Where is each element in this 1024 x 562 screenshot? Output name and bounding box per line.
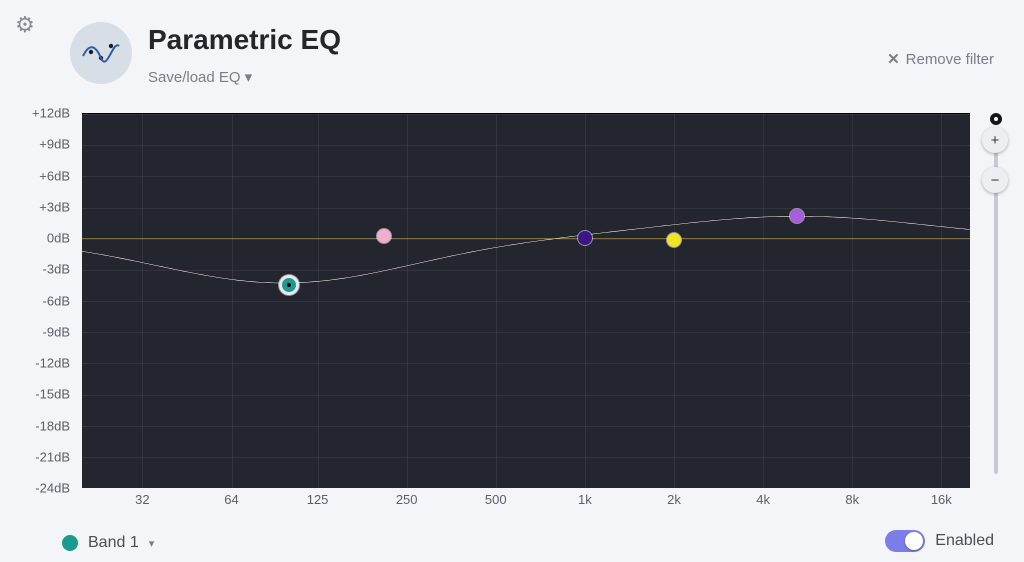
y-axis-tick-label: +6dB bbox=[39, 168, 70, 183]
band-selector-chevron-icon: ▾ bbox=[149, 537, 155, 550]
y-axis-tick-label: +12dB bbox=[32, 106, 70, 121]
grid-line-vertical bbox=[496, 114, 497, 488]
footer-bar: Band 1 ▾ Enabled bbox=[0, 512, 1024, 552]
grid-line-horizontal bbox=[82, 395, 970, 396]
y-axis-tick-label: -3dB bbox=[43, 262, 70, 277]
zoom-out-button[interactable]: − bbox=[982, 167, 1008, 193]
save-load-label: Save/load EQ bbox=[148, 69, 241, 86]
eq-chart: +12dB +9dB +6dB +3dB 0dB -3dB -6dB -9dB -12dB -15… bbox=[20, 113, 1010, 488]
close-icon: ✕ bbox=[887, 50, 900, 68]
x-axis-tick-label: 32 bbox=[135, 492, 149, 507]
grid-line-horizontal bbox=[82, 488, 970, 489]
grid-line-horizontal bbox=[82, 457, 970, 458]
grid-line-horizontal bbox=[82, 145, 970, 146]
enabled-toggle-group: Enabled bbox=[885, 530, 994, 552]
save-load-chevron-icon: ▾ bbox=[245, 68, 253, 86]
x-axis-tick-label: 500 bbox=[485, 492, 507, 507]
x-axis-tick-label: 2k bbox=[667, 492, 681, 507]
grid-line-horizontal bbox=[82, 363, 970, 364]
x-axis-tick-label: 1k bbox=[578, 492, 592, 507]
enabled-toggle-knob bbox=[905, 532, 923, 550]
band-control-point-3[interactable] bbox=[578, 231, 592, 245]
grid-line-horizontal bbox=[82, 426, 970, 427]
grid-line-vertical bbox=[585, 114, 586, 488]
band-control-point-1[interactable] bbox=[279, 275, 299, 295]
grid-line-vertical bbox=[763, 114, 764, 488]
y-axis-tick-label: -21dB bbox=[35, 449, 70, 464]
grid-line-horizontal bbox=[82, 239, 970, 240]
vertical-scale-slider-handle[interactable] bbox=[990, 113, 1002, 125]
y-axis-tick-label: -12dB bbox=[35, 356, 70, 371]
remove-filter-button[interactable]: ✕ Remove filter bbox=[887, 50, 994, 68]
grid-line-vertical bbox=[318, 114, 319, 488]
y-axis-tick-label: 0dB bbox=[47, 231, 70, 246]
x-axis-tick-label: 64 bbox=[224, 492, 238, 507]
grid-line-vertical bbox=[232, 114, 233, 488]
band-selector-dropdown[interactable]: Band 1 ▾ bbox=[62, 534, 154, 552]
grid-line-horizontal bbox=[82, 332, 970, 333]
band-control-point-5[interactable] bbox=[790, 209, 804, 223]
enabled-label: Enabled bbox=[935, 532, 994, 550]
settings-gear-icon[interactable]: ⚙ bbox=[12, 12, 38, 38]
x-axis-tick-label: 16k bbox=[931, 492, 952, 507]
grid-line-vertical bbox=[407, 114, 408, 488]
grid-line-vertical bbox=[142, 114, 143, 488]
y-axis-tick-label: -15dB bbox=[35, 387, 70, 402]
x-axis-tick-label: 4k bbox=[756, 492, 770, 507]
page-title: Parametric EQ bbox=[148, 24, 341, 56]
grid-line-horizontal bbox=[82, 270, 970, 271]
y-axis-tick-label: -18dB bbox=[35, 418, 70, 433]
header-bar: ⚙ Parametric EQ Save/load EQ ▾ ✕ Remove … bbox=[0, 0, 1024, 100]
band-control-point-2[interactable] bbox=[377, 229, 391, 243]
y-axis-tick-label: -6dB bbox=[43, 293, 70, 308]
save-load-dropdown[interactable]: Save/load EQ ▾ bbox=[148, 68, 252, 86]
remove-filter-label: Remove filter bbox=[906, 51, 994, 68]
grid-line-vertical bbox=[941, 114, 942, 488]
grid-line-horizontal bbox=[82, 176, 970, 177]
x-axis-tick-label: 250 bbox=[396, 492, 418, 507]
grid-line-vertical bbox=[674, 114, 675, 488]
y-axis-tick-label: +9dB bbox=[39, 137, 70, 152]
x-axis-tick-label: 125 bbox=[307, 492, 329, 507]
enabled-toggle[interactable] bbox=[885, 530, 925, 552]
eq-app-icon bbox=[70, 22, 132, 84]
grid-line-vertical bbox=[852, 114, 853, 488]
y-axis-tick-label: -24dB bbox=[35, 481, 70, 496]
y-axis-tick-label: +3dB bbox=[39, 199, 70, 214]
zoom-controls: + − bbox=[982, 127, 1008, 193]
grid-line-horizontal bbox=[82, 114, 970, 115]
eq-plot-area[interactable] bbox=[82, 113, 970, 488]
grid-line-horizontal bbox=[82, 208, 970, 209]
zoom-in-button[interactable]: + bbox=[982, 127, 1008, 153]
x-axis-tick-label: 8k bbox=[845, 492, 859, 507]
band-control-point-4[interactable] bbox=[667, 233, 681, 247]
y-axis-tick-label: -9dB bbox=[43, 324, 70, 339]
y-axis-labels: +12dB +9dB +6dB +3dB 0dB -3dB -6dB -9dB -12dB -15… bbox=[20, 113, 80, 488]
grid-line-horizontal bbox=[82, 301, 970, 302]
band-selector-label: Band 1 bbox=[88, 534, 139, 552]
band-color-swatch bbox=[62, 535, 78, 551]
